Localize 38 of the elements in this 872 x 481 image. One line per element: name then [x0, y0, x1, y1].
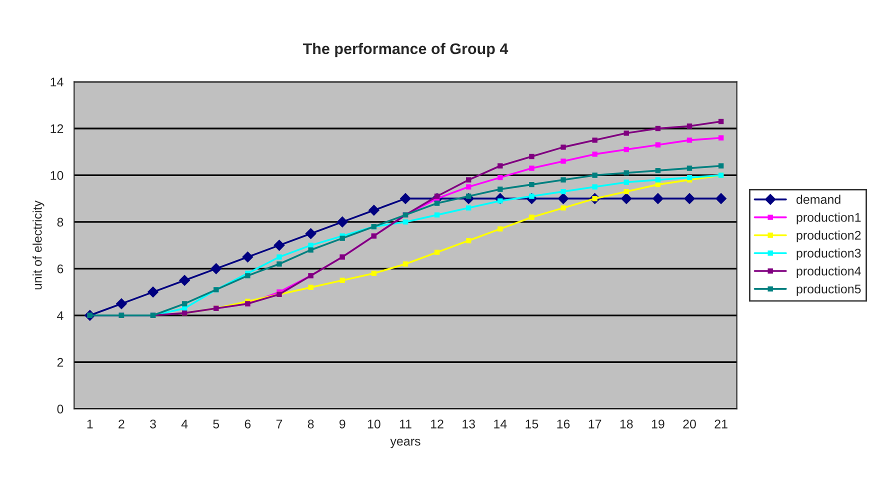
x-tick-label: 20 — [683, 420, 696, 428]
y-tick-label: 6 — [57, 264, 64, 274]
y-axis-title: unit of electricity — [32, 200, 44, 290]
x-tick-label: 19 — [652, 420, 664, 428]
y-tick-label: 14 — [50, 78, 64, 86]
x-tick-label: 14 — [494, 420, 507, 428]
x-tick-label: 16 — [557, 420, 570, 428]
x-tick-label: 1 — [87, 420, 93, 428]
y-tick-label: 8 — [57, 218, 64, 227]
x-tick-label: 11 — [400, 420, 412, 428]
y-tick-label: 4 — [57, 311, 64, 320]
x-tick-label: 5 — [213, 420, 220, 428]
x-tick-label: 15 — [526, 420, 538, 428]
legend-label: production5 — [796, 284, 861, 296]
y-tick-label: 12 — [50, 124, 64, 134]
x-tick-label: 3 — [150, 420, 156, 428]
y-tick-label: 10 — [50, 171, 64, 180]
x-tick-label: 2 — [118, 420, 124, 428]
x-tick-label: 13 — [462, 420, 475, 428]
x-tick-label: 10 — [368, 420, 380, 428]
y-tick-label: 0 — [57, 404, 64, 414]
legend-label: demand — [796, 194, 840, 204]
legend-label: production3 — [796, 248, 861, 260]
x-tick-label: 21 — [714, 420, 728, 428]
x-tick-label: 4 — [181, 420, 188, 428]
x-tick-label: 12 — [431, 420, 444, 428]
x-tick-label: 6 — [244, 420, 251, 428]
x-tick-label: 8 — [308, 420, 314, 428]
legend-label: production1 — [796, 212, 861, 224]
x-tick-label: 9 — [339, 420, 346, 428]
x-tick-label: 7 — [276, 420, 282, 428]
chart-title: The performance of Group 4 — [302, 42, 508, 58]
x-tick-label: 17 — [588, 420, 602, 428]
legend-label: production4 — [796, 266, 861, 278]
x-axis-title: years — [390, 438, 420, 448]
legend-label: production2 — [796, 230, 861, 242]
y-tick-label: 2 — [57, 358, 64, 367]
x-tick-label: 18 — [620, 420, 633, 428]
